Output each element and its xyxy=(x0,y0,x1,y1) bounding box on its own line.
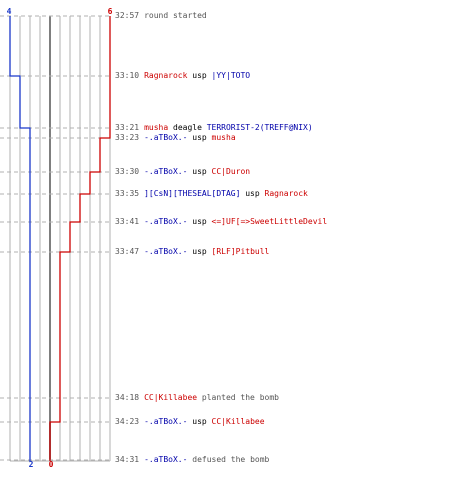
event-time: 33:23 xyxy=(115,133,140,142)
event-time: 33:41 xyxy=(115,217,140,226)
event-text: planted the bomb xyxy=(197,393,279,402)
event-text: CC|Killabee xyxy=(211,417,265,426)
event-row: 33:35 ][CsN][THESEAL[DTAG] usp Ragnarock xyxy=(115,188,308,200)
event-row: 33:23 -.aTBoX.- usp musha xyxy=(115,132,236,144)
t-end-count: 0 xyxy=(49,460,54,469)
event-row: 32:57 round started xyxy=(115,10,207,22)
event-row: 34:31 -.aTBoX.- defused the bomb xyxy=(115,454,269,466)
event-time: 34:18 xyxy=(115,393,140,402)
event-text: -.aTBoX.- xyxy=(144,167,188,176)
event-time: 34:31 xyxy=(115,455,140,464)
event-text: musha xyxy=(211,133,236,142)
event-text: -.aTBoX.- xyxy=(144,133,188,142)
event-text: ][CsN][THESEAL[DTAG] xyxy=(144,189,241,198)
event-time: 33:47 xyxy=(115,247,140,256)
event-row: 34:23 -.aTBoX.- usp CC|Killabee xyxy=(115,416,265,428)
ct-start-count: 4 xyxy=(7,7,12,16)
event-text: usp xyxy=(187,167,212,176)
event-text: -.aTBoX.- xyxy=(144,417,188,426)
event-text: |YY|TOTO xyxy=(211,71,251,80)
event-text: -.aTBoX.- xyxy=(144,455,188,464)
event-time: 33:21 xyxy=(115,123,140,132)
event-text: <=]UF[=>SweetLittleDevil xyxy=(211,217,328,226)
event-time: 32:57 xyxy=(115,11,140,20)
event-row: 33:21 musha deagle TERRORIST-2(TREFF@NIX) xyxy=(115,122,313,134)
event-time: 33:30 xyxy=(115,167,140,176)
event-time: 33:35 xyxy=(115,189,140,198)
event-text: defused the bomb xyxy=(187,455,270,464)
ct-alive-line xyxy=(9,16,31,461)
event-text: usp xyxy=(187,417,212,426)
event-row: 33:47 -.aTBoX.- usp [RLF]Pitbull xyxy=(115,246,269,258)
event-text: usp xyxy=(187,71,212,80)
event-text: usp xyxy=(187,247,212,256)
event-text: CC|Killabee xyxy=(144,393,198,402)
event-row: 33:41 -.aTBoX.- usp <=]UF[=>SweetLittleDe… xyxy=(115,216,327,228)
event-text: deagle xyxy=(168,123,207,132)
event-text: Ragnarock xyxy=(144,71,188,80)
event-time: 33:10 xyxy=(115,71,140,80)
event-row: 33:30 -.aTBoX.- usp CC|Duron xyxy=(115,166,250,178)
event-text: CC|Duron xyxy=(211,167,251,176)
event-text: Ragnarock xyxy=(264,189,308,198)
event-guide-lines xyxy=(0,15,112,461)
event-time: 34:23 xyxy=(115,417,140,426)
event-text: musha xyxy=(144,123,169,132)
event-text: usp xyxy=(187,133,212,142)
event-text: usp xyxy=(187,217,212,226)
t-alive-line xyxy=(49,16,111,461)
event-row: 34:18 CC|Killabee planted the bomb xyxy=(115,392,279,404)
event-text: round started xyxy=(144,11,207,20)
event-text: usp xyxy=(240,189,265,198)
event-text: -.aTBoX.- xyxy=(144,247,188,256)
event-text: -.aTBoX.- xyxy=(144,217,188,226)
event-row: 33:10 Ragnarock usp |YY|TOTO xyxy=(115,70,250,82)
ct-end-count: 2 xyxy=(29,460,34,469)
t-start-count: 6 xyxy=(108,7,113,16)
event-text: TERRORIST-2(TREFF@NIX) xyxy=(206,123,313,132)
event-text: [RLF]Pitbull xyxy=(211,247,270,256)
